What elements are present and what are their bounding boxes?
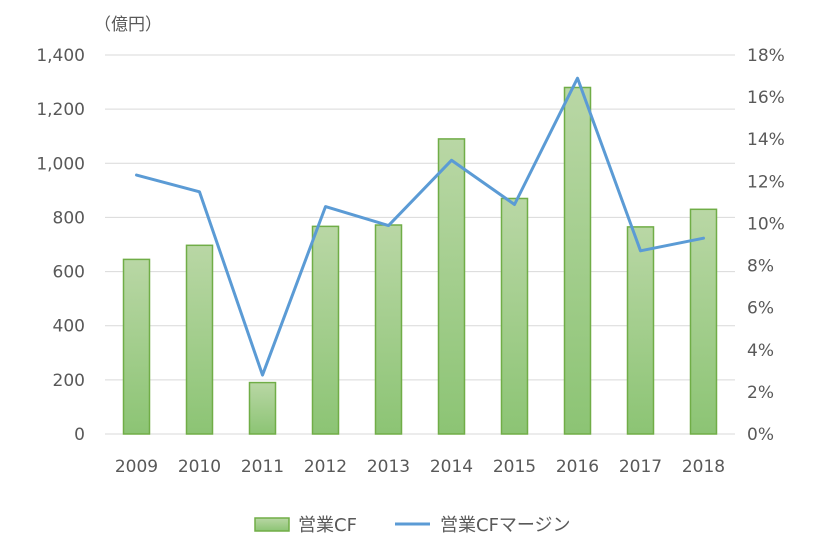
right-tick-label: 14% bbox=[747, 130, 785, 150]
line-series bbox=[135, 76, 705, 377]
x-tick-label: 2012 bbox=[304, 457, 347, 477]
legend: 営業CF 営業CFマージン bbox=[254, 515, 571, 536]
bar bbox=[185, 244, 214, 435]
x-tick-label: 2009 bbox=[115, 457, 158, 477]
right-tick-label: 16% bbox=[747, 88, 785, 108]
bar bbox=[437, 138, 466, 435]
x-tick-label: 2015 bbox=[493, 457, 536, 477]
x-tick-label: 2017 bbox=[619, 457, 662, 477]
right-tick-label: 6% bbox=[747, 299, 774, 319]
bar bbox=[374, 224, 403, 435]
x-tick-label: 2011 bbox=[241, 457, 284, 477]
x-tick-label: 2010 bbox=[178, 457, 221, 477]
left-tick-label: 600 bbox=[53, 263, 85, 283]
x-tick-label: 2013 bbox=[367, 457, 410, 477]
bar bbox=[248, 381, 277, 435]
bar bbox=[311, 225, 340, 435]
legend-line-label: 営業CFマージン bbox=[440, 515, 571, 536]
bar bbox=[626, 226, 655, 435]
left-tick-label: 0 bbox=[74, 425, 85, 445]
right-tick-label: 8% bbox=[747, 257, 774, 277]
left-tick-label: 1,400 bbox=[36, 46, 85, 66]
x-tick-label: 2016 bbox=[556, 457, 599, 477]
legend-bar-label: 営業CF bbox=[298, 515, 357, 536]
left-tick-label: 200 bbox=[53, 371, 85, 391]
bar bbox=[500, 197, 529, 435]
left-axis-ticks: 0 200 400 600 800 1,000 1,200 1,400 bbox=[36, 46, 85, 445]
left-tick-label: 1,000 bbox=[36, 154, 85, 174]
bar bbox=[563, 86, 592, 435]
right-tick-label: 10% bbox=[747, 214, 785, 234]
x-axis-ticks: 2009 2010 2011 2012 2013 2014 2015 2016 2017 2018 bbox=[115, 457, 725, 477]
unit-label: （億円） bbox=[94, 15, 162, 35]
left-tick-label: 400 bbox=[53, 317, 85, 337]
bars bbox=[122, 86, 718, 435]
bar bbox=[122, 258, 151, 435]
left-tick-label: 1,200 bbox=[36, 100, 85, 120]
x-tick-label: 2014 bbox=[430, 457, 473, 477]
right-tick-label: 0% bbox=[747, 425, 774, 445]
right-tick-label: 18% bbox=[747, 46, 785, 66]
right-tick-label: 2% bbox=[747, 383, 774, 403]
x-tick-label: 2018 bbox=[682, 457, 725, 477]
right-tick-label: 4% bbox=[747, 341, 774, 361]
right-axis-ticks: 0% 2% 4% 6% 8% 10% 12% 14% 16% 18% bbox=[747, 46, 785, 445]
margin-line bbox=[135, 76, 705, 377]
left-tick-label: 800 bbox=[53, 208, 85, 228]
legend-bar-swatch bbox=[254, 517, 290, 532]
bar bbox=[689, 208, 718, 435]
right-tick-label: 12% bbox=[747, 172, 785, 192]
